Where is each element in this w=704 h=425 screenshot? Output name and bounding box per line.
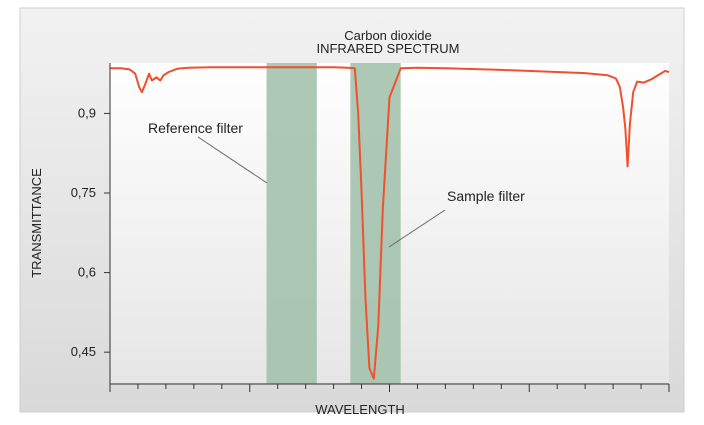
sample-filter-leader xyxy=(388,209,446,248)
y-tick-label: 0,75 xyxy=(71,185,96,200)
reference-filter-leader xyxy=(197,136,268,184)
y-axis-label: TRANSMITTANCE xyxy=(29,168,44,278)
spectrum-line xyxy=(110,66,670,380)
y-tick-label: 0,9 xyxy=(78,105,96,120)
x-axis-label: WAVELENGTH xyxy=(315,402,405,417)
chart-subtitle: Carbon dioxide xyxy=(344,28,431,43)
reference-filter-label: Reference filter xyxy=(148,120,243,136)
y-ticks: 0,9 0,75 0,6 0,45 xyxy=(71,105,110,359)
x-ticks xyxy=(109,384,670,392)
filter-bands xyxy=(266,63,401,384)
reference-filter-band xyxy=(266,63,317,384)
y-tick-label: 0,6 xyxy=(78,265,96,280)
sample-filter-label: Sample filter xyxy=(447,188,525,204)
y-tick-label: 0,45 xyxy=(71,344,96,359)
chart-title: INFRARED SPECTRUM xyxy=(316,41,459,56)
